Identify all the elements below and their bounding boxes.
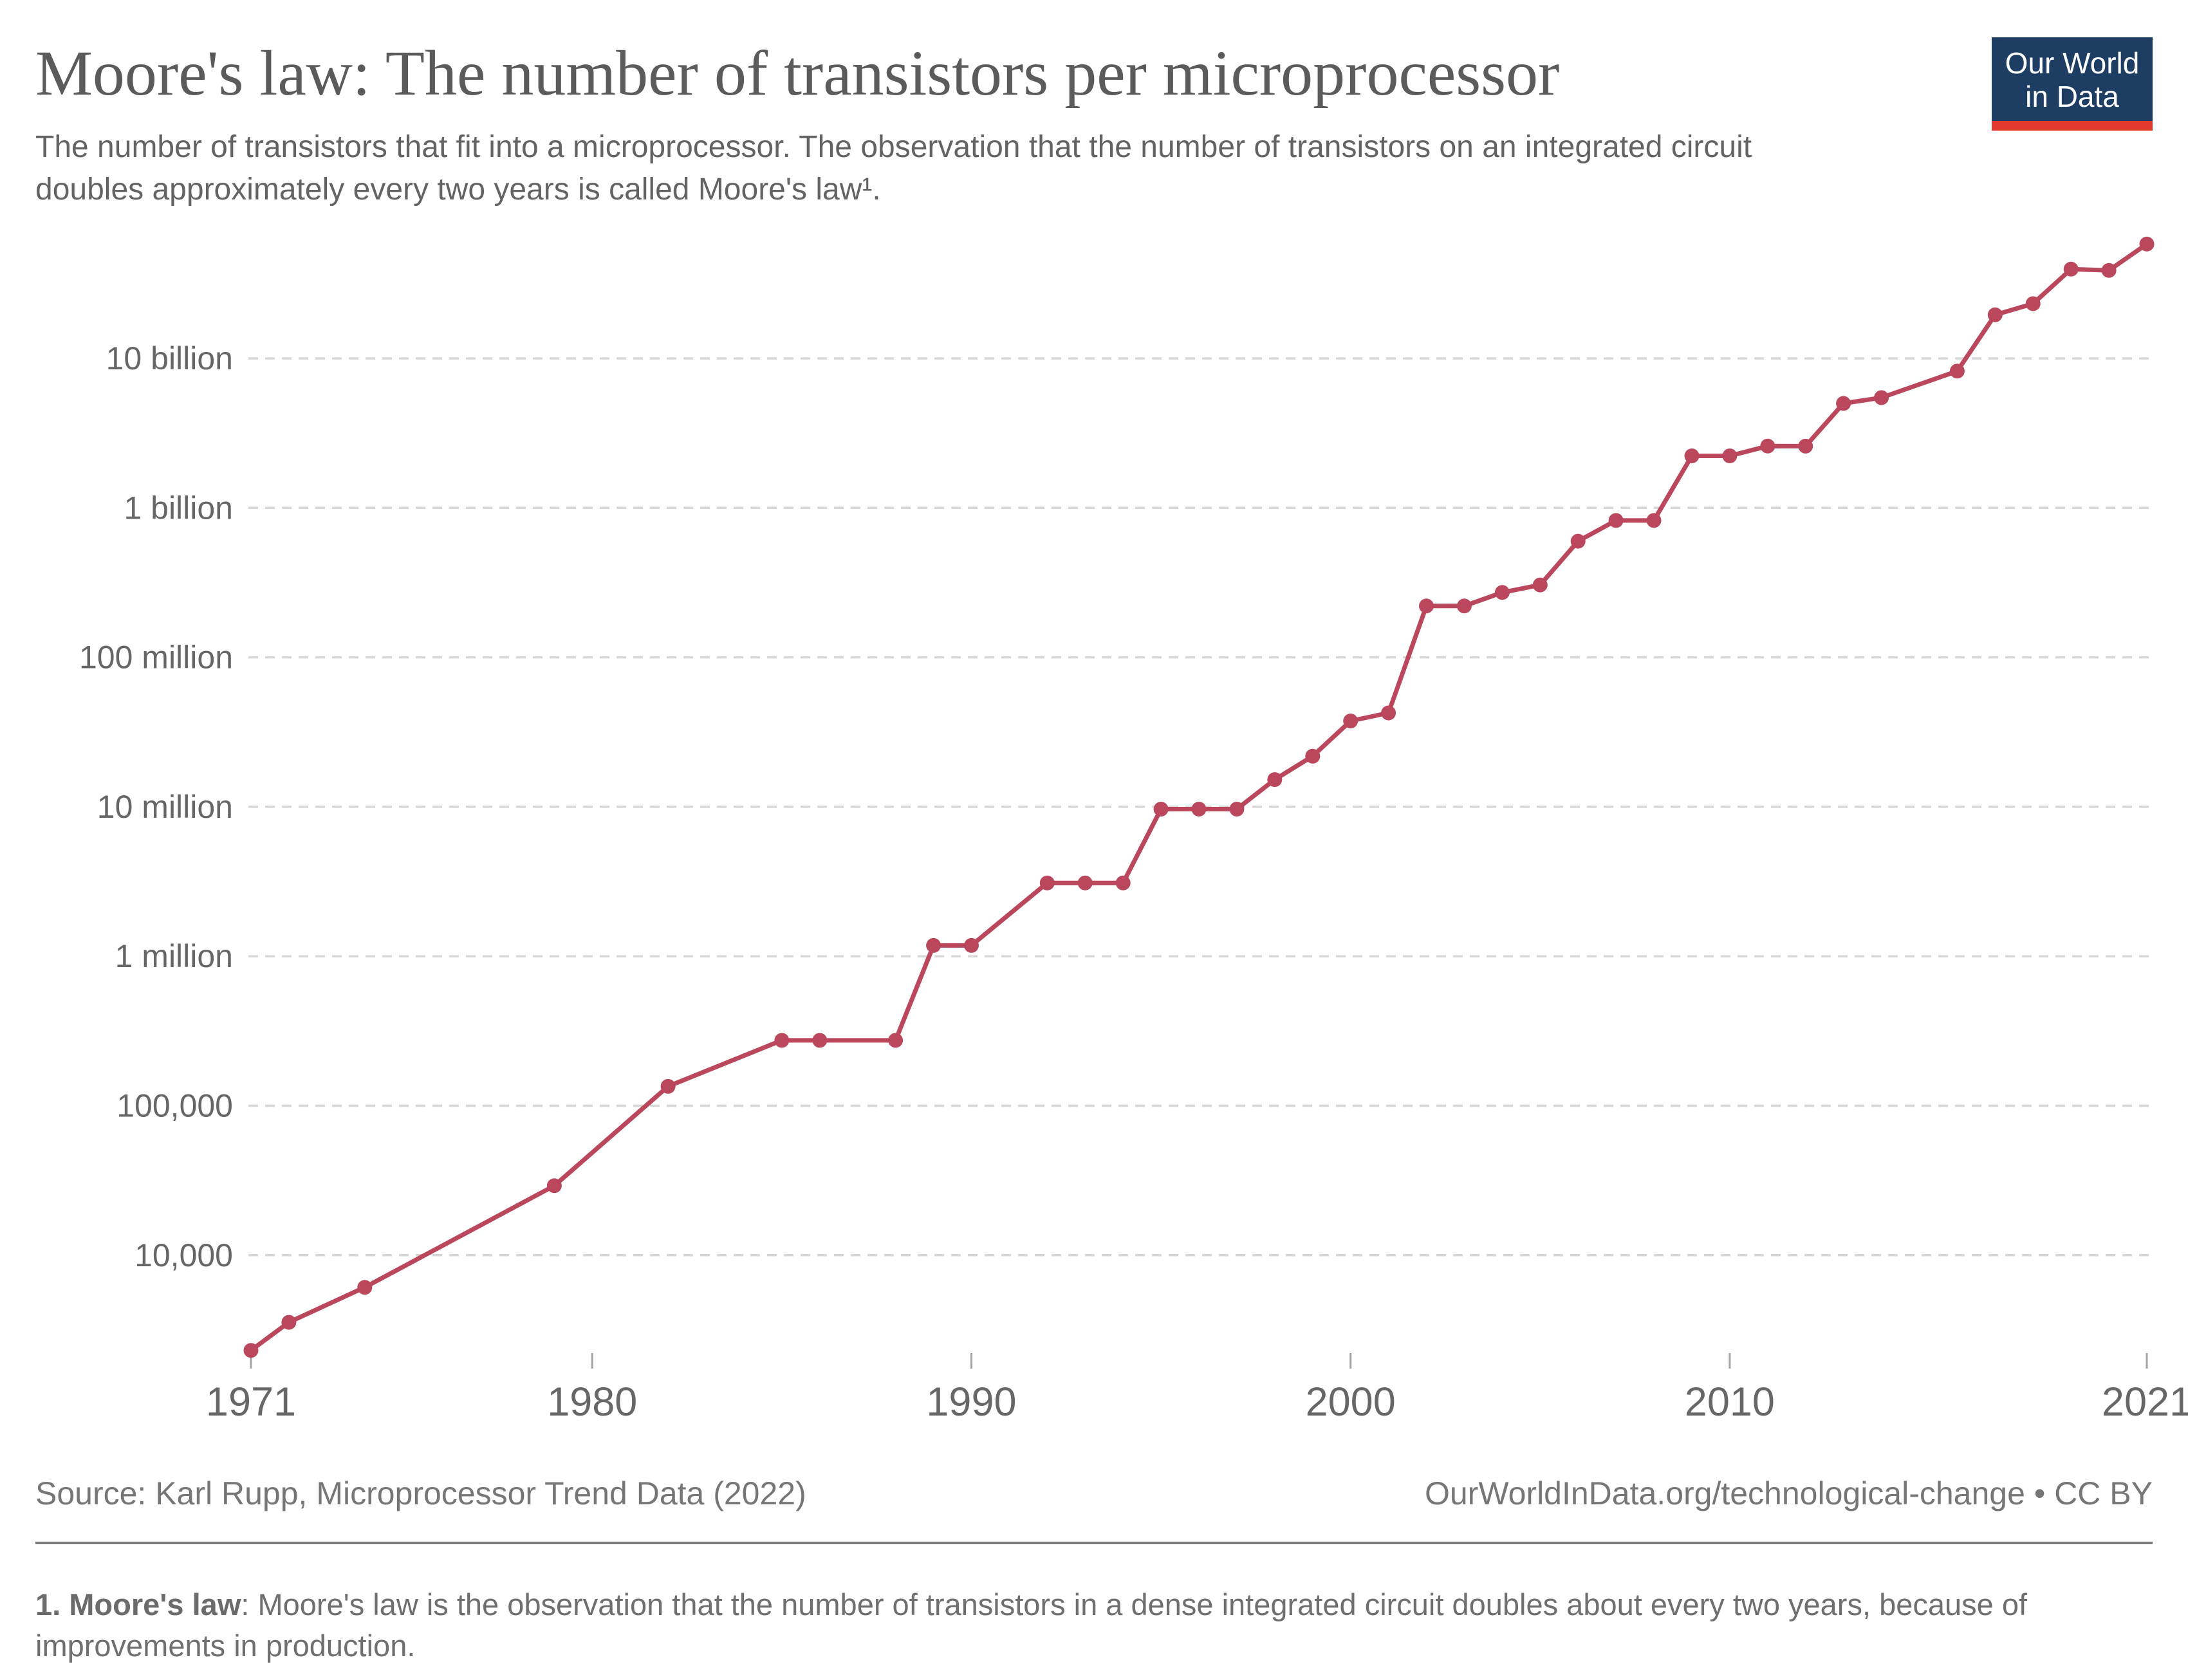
data-point xyxy=(1760,438,1775,454)
y-axis-labels: 10 billion 1 billion 100 million 10 million… xyxy=(79,340,233,1273)
data-point xyxy=(1608,513,1624,528)
owid-logo-line1: Our World xyxy=(2005,46,2140,80)
transistor-count-series xyxy=(243,236,2155,1358)
data-point xyxy=(546,1178,562,1194)
data-point xyxy=(1267,772,1283,788)
source-text: Source: Karl Rupp, Microprocessor Trend … xyxy=(35,1475,806,1511)
data-point xyxy=(1456,598,1472,614)
data-point xyxy=(660,1078,676,1094)
owid-logo: Our World in Data xyxy=(1992,37,2153,131)
x-tick-label: 1980 xyxy=(547,1380,637,1425)
x-tick-label: 2010 xyxy=(1685,1380,1775,1425)
footnote: 1. Moore's law: Moore's law is the obser… xyxy=(35,1584,2159,1666)
data-point xyxy=(2101,263,2117,278)
y-tick-label: 100 million xyxy=(79,640,233,676)
data-point xyxy=(926,937,941,953)
series-line xyxy=(248,241,2149,1353)
data-point xyxy=(1949,364,1965,379)
data-point xyxy=(1305,748,1321,764)
x-tick-label: 1971 xyxy=(206,1380,296,1425)
x-axis-labels: 1971 1980 1990 2000 2010 2021 xyxy=(206,1380,2188,1425)
owid-logo-line2: in Data xyxy=(2025,80,2119,113)
y-tick-label: 10,000 xyxy=(134,1237,233,1273)
y-tick-label: 1 million xyxy=(115,938,233,974)
license-link[interactable]: OurWorldInData.org/technological-change … xyxy=(1424,1475,2153,1511)
y-tick-label: 10 billion xyxy=(106,340,233,376)
data-point xyxy=(1570,533,1586,549)
y-tick-label: 1 billion xyxy=(124,490,233,526)
x-axis-ticks xyxy=(250,1353,2148,1369)
owid-logo-redbar xyxy=(1992,121,2153,131)
data-point xyxy=(1077,875,1093,891)
data-point xyxy=(1153,802,1169,817)
x-tick-label: 1990 xyxy=(926,1380,1016,1425)
y-tick-label: 10 million xyxy=(97,789,233,825)
data-point xyxy=(1494,585,1510,600)
page-title: Moore's law: The number of transistors p… xyxy=(35,37,1560,109)
data-point xyxy=(1532,577,1548,593)
data-point xyxy=(1836,396,1851,411)
data-point xyxy=(1381,705,1396,721)
data-point xyxy=(1039,875,1055,891)
data-point xyxy=(1646,513,1662,528)
data-point xyxy=(1115,875,1131,891)
source-row: Source: Karl Rupp, Microprocessor Trend … xyxy=(35,1475,2153,1512)
data-point xyxy=(774,1033,790,1048)
data-point xyxy=(1987,307,2003,322)
data-point xyxy=(1229,802,1245,817)
data-point xyxy=(1874,390,1889,405)
data-point xyxy=(2139,236,2155,252)
data-point xyxy=(1722,448,1738,463)
data-point xyxy=(357,1280,373,1295)
data-point xyxy=(1798,438,1813,454)
data-point xyxy=(2063,261,2079,277)
data-point xyxy=(1191,802,1207,817)
data-point xyxy=(243,1343,259,1358)
data-point xyxy=(1343,714,1358,728)
x-tick-label: 2021 xyxy=(2102,1380,2188,1425)
footer-divider xyxy=(35,1542,2153,1544)
data-point xyxy=(1419,598,1434,614)
x-tick-label: 2000 xyxy=(1306,1380,1396,1425)
footnote-lead: 1. Moore's law xyxy=(35,1587,241,1621)
data-point xyxy=(964,937,979,953)
data-point xyxy=(888,1033,904,1048)
y-tick-label: 100,000 xyxy=(116,1088,233,1124)
chart-subtitle: The number of transistors that fit into … xyxy=(35,130,1752,207)
data-point xyxy=(812,1033,828,1048)
owid-logo-text: Our World in Data xyxy=(1992,37,2153,121)
data-point xyxy=(1684,448,1700,463)
data-point xyxy=(281,1315,297,1330)
footnote-text: : Moore's law is the observation that th… xyxy=(35,1587,2028,1663)
data-point xyxy=(2025,296,2041,311)
